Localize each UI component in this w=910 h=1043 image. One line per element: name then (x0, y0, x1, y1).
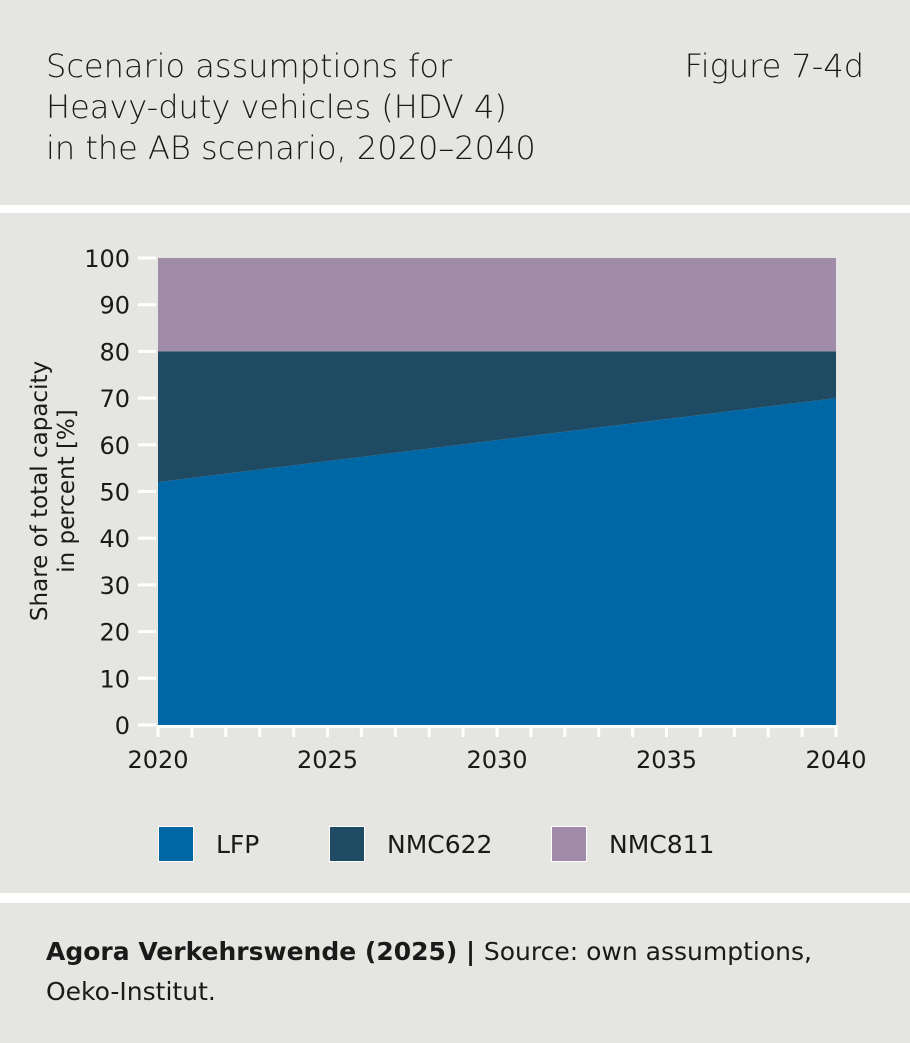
legend-label: NMC622 (387, 829, 493, 859)
y-tick-label: 60 (99, 432, 130, 460)
area-nmc622 (158, 351, 836, 483)
area-lfp (158, 398, 836, 725)
y-tick-label: 10 (99, 665, 130, 693)
y-tick-label: 30 (99, 572, 130, 600)
x-tick-label: 2035 (636, 746, 697, 774)
header-band (0, 0, 910, 205)
y-tick-label: 40 (99, 525, 130, 553)
area-nmc811 (158, 258, 836, 352)
footer-band (0, 903, 910, 1043)
legend-item-nmc811: NMC811 (551, 826, 714, 862)
legend-swatch (551, 826, 587, 862)
legend-item-lfp: LFP (158, 826, 259, 862)
y-tick-label: 70 (99, 385, 130, 413)
x-tick-label: 2025 (297, 746, 358, 774)
x-tick-label: 2040 (805, 746, 866, 774)
y-tick-label: 90 (99, 292, 130, 320)
separator: | (457, 937, 484, 966)
y-tick-label: 20 (99, 619, 130, 647)
x-tick-label: 2030 (466, 746, 527, 774)
y-tick-label: 0 (115, 712, 130, 740)
chart-title: Scenario assumptions for Heavy-duty vehi… (46, 47, 536, 167)
y-axis-label: Share of total capacityin percent [%] (27, 361, 80, 621)
footer-text: Agora Verkehrswende (2025) | Source: own… (46, 932, 846, 1012)
x-tick-label: 2020 (127, 746, 188, 774)
y-tick-label: 100 (84, 245, 130, 273)
legend-item-nmc622: NMC622 (329, 826, 492, 862)
legend-swatch (329, 826, 365, 862)
legend-label: LFP (216, 829, 260, 859)
publisher: Agora Verkehrswende (2025) (46, 937, 458, 966)
legend-label: NMC811 (609, 829, 715, 859)
figure-label: Figure 7-4d (684, 47, 864, 85)
y-tick-label: 50 (99, 479, 130, 507)
source: Source: own assumptions, Oeko-Institut. (46, 937, 812, 1006)
legend-swatch (158, 826, 194, 862)
y-tick-label: 80 (99, 338, 130, 366)
